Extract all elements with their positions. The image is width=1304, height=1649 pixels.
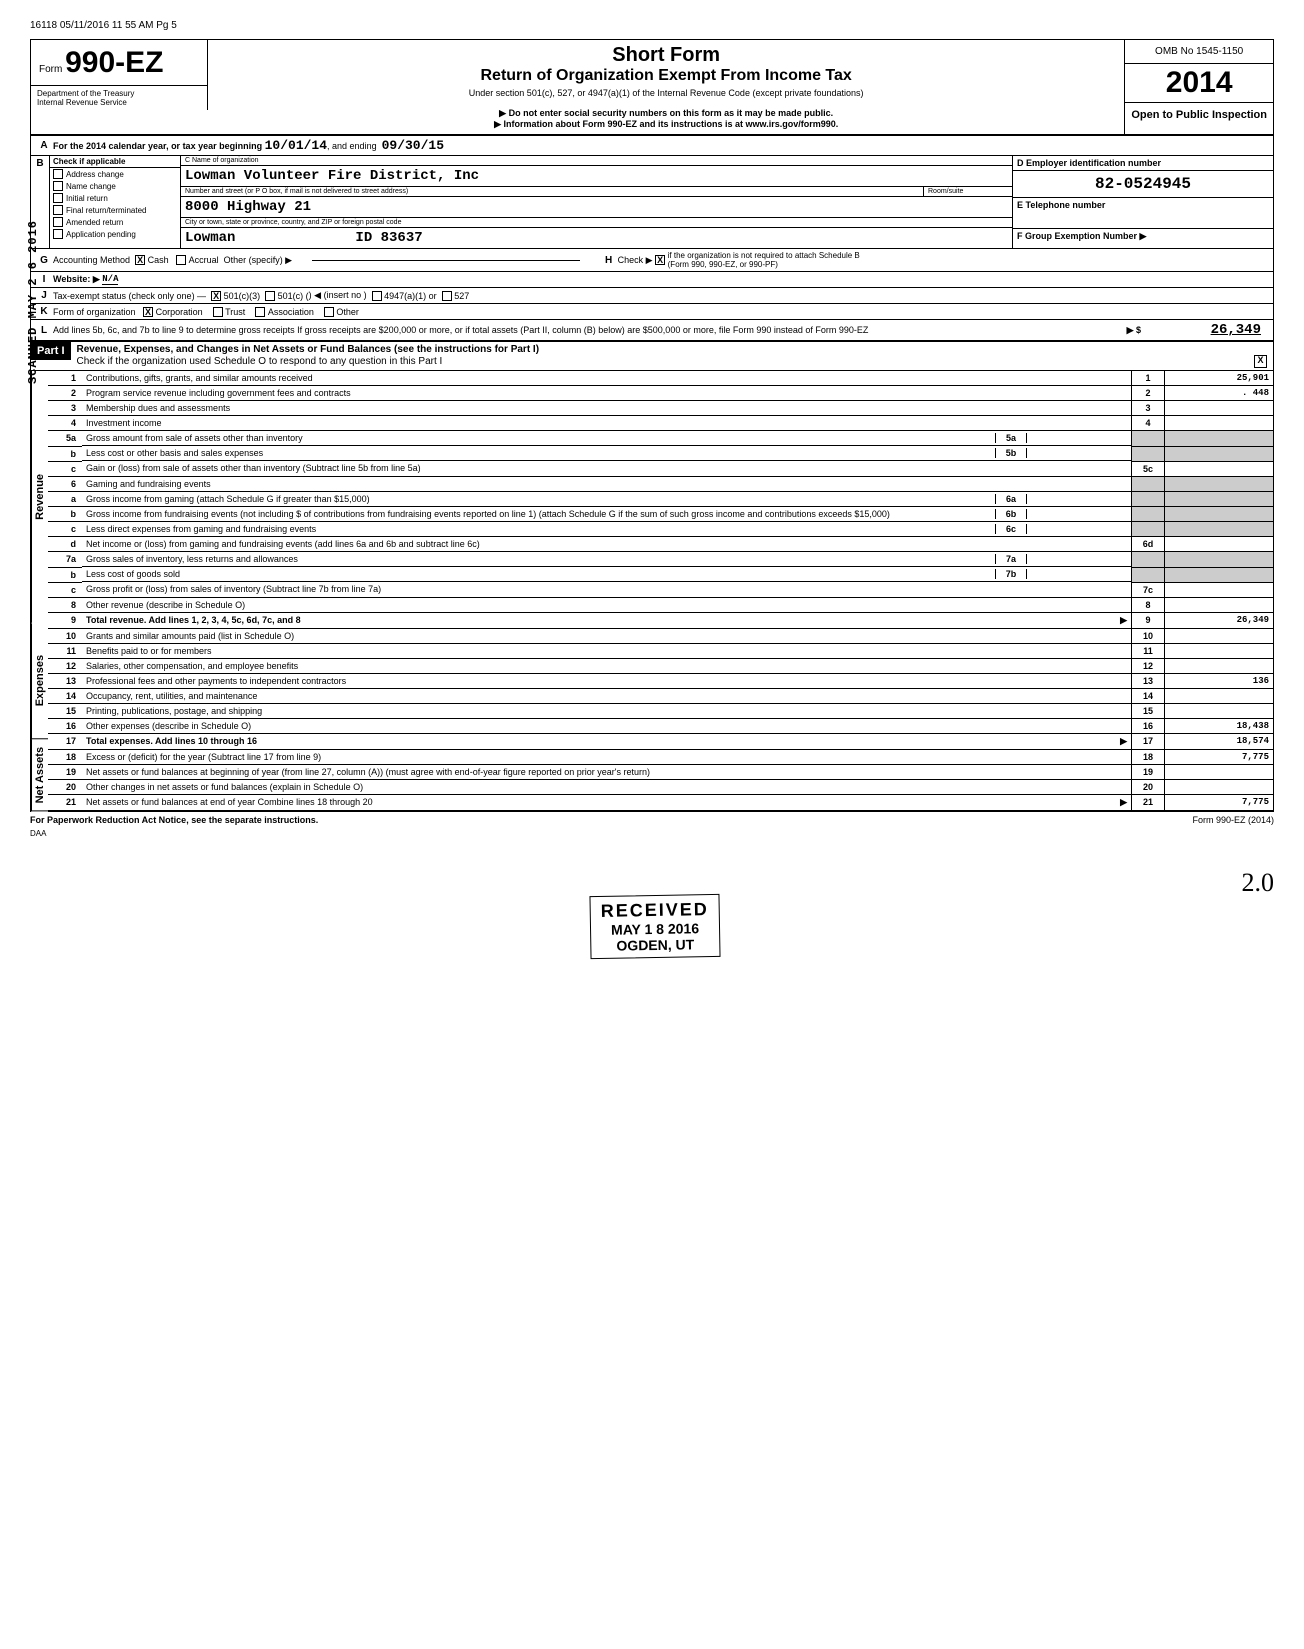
corp-checkbox[interactable]	[143, 307, 153, 317]
header-stamp: 16118 05/11/2016 11 55 AM Pg 5	[30, 20, 1274, 31]
handwritten-mark: 2.0	[30, 868, 1274, 898]
lines-table: Revenue Expenses Net Assets 1Contributio…	[30, 371, 1274, 812]
check-applicable: Check if applicable Address change Name …	[50, 156, 181, 248]
top-header: Form 990-EZ Department of the Treasury I…	[30, 39, 1274, 136]
dept-box: Department of the Treasury Internal Reve…	[31, 85, 208, 110]
schedule-b-checkbox[interactable]	[655, 255, 665, 265]
name-address-col: C Name of organization Lowman Volunteer …	[181, 156, 1012, 248]
schedule-o-checkbox[interactable]	[1254, 355, 1267, 368]
form-container: SCANNED MAY 2 6 2016 16118 05/11/2016 11…	[30, 20, 1274, 898]
501c3-checkbox[interactable]	[211, 291, 221, 301]
org-info-block: B Check if applicable Address change Nam…	[30, 156, 1274, 249]
line-a: A For the 2014 calendar year, or tax yea…	[30, 136, 1274, 156]
right-header: OMB No 1545-1150 2014 Open to Public Ins…	[1125, 40, 1273, 134]
line-g-h: G Accounting Method Cash Accrual Other (…	[30, 249, 1274, 272]
footer: For Paperwork Reduction Act Notice, see …	[30, 812, 1274, 825]
line-j: J Tax-exempt status (check only one) — 5…	[30, 288, 1274, 304]
title-box: Short Form Return of Organization Exempt…	[208, 40, 1125, 134]
line-i: I Website: ▶ N/A	[30, 272, 1274, 288]
cash-checkbox[interactable]	[135, 255, 145, 265]
line-l: L Add lines 5b, 6c, and 7b to line 9 to …	[30, 320, 1274, 342]
part1-header-row: Part I Revenue, Expenses, and Changes in…	[30, 342, 1274, 371]
accrual-checkbox[interactable]	[176, 255, 186, 265]
line-k: K Form of organization Corporation Trust…	[30, 304, 1274, 320]
id-col: D Employer identification number 82-0524…	[1012, 156, 1273, 248]
scan-stamp: SCANNED MAY 2 6 2016	[26, 220, 40, 384]
received-stamp: RECEIVED MAY 1 8 2016 OGDEN, UT	[589, 894, 720, 959]
form-number-box: Form 990-EZ	[31, 40, 208, 86]
